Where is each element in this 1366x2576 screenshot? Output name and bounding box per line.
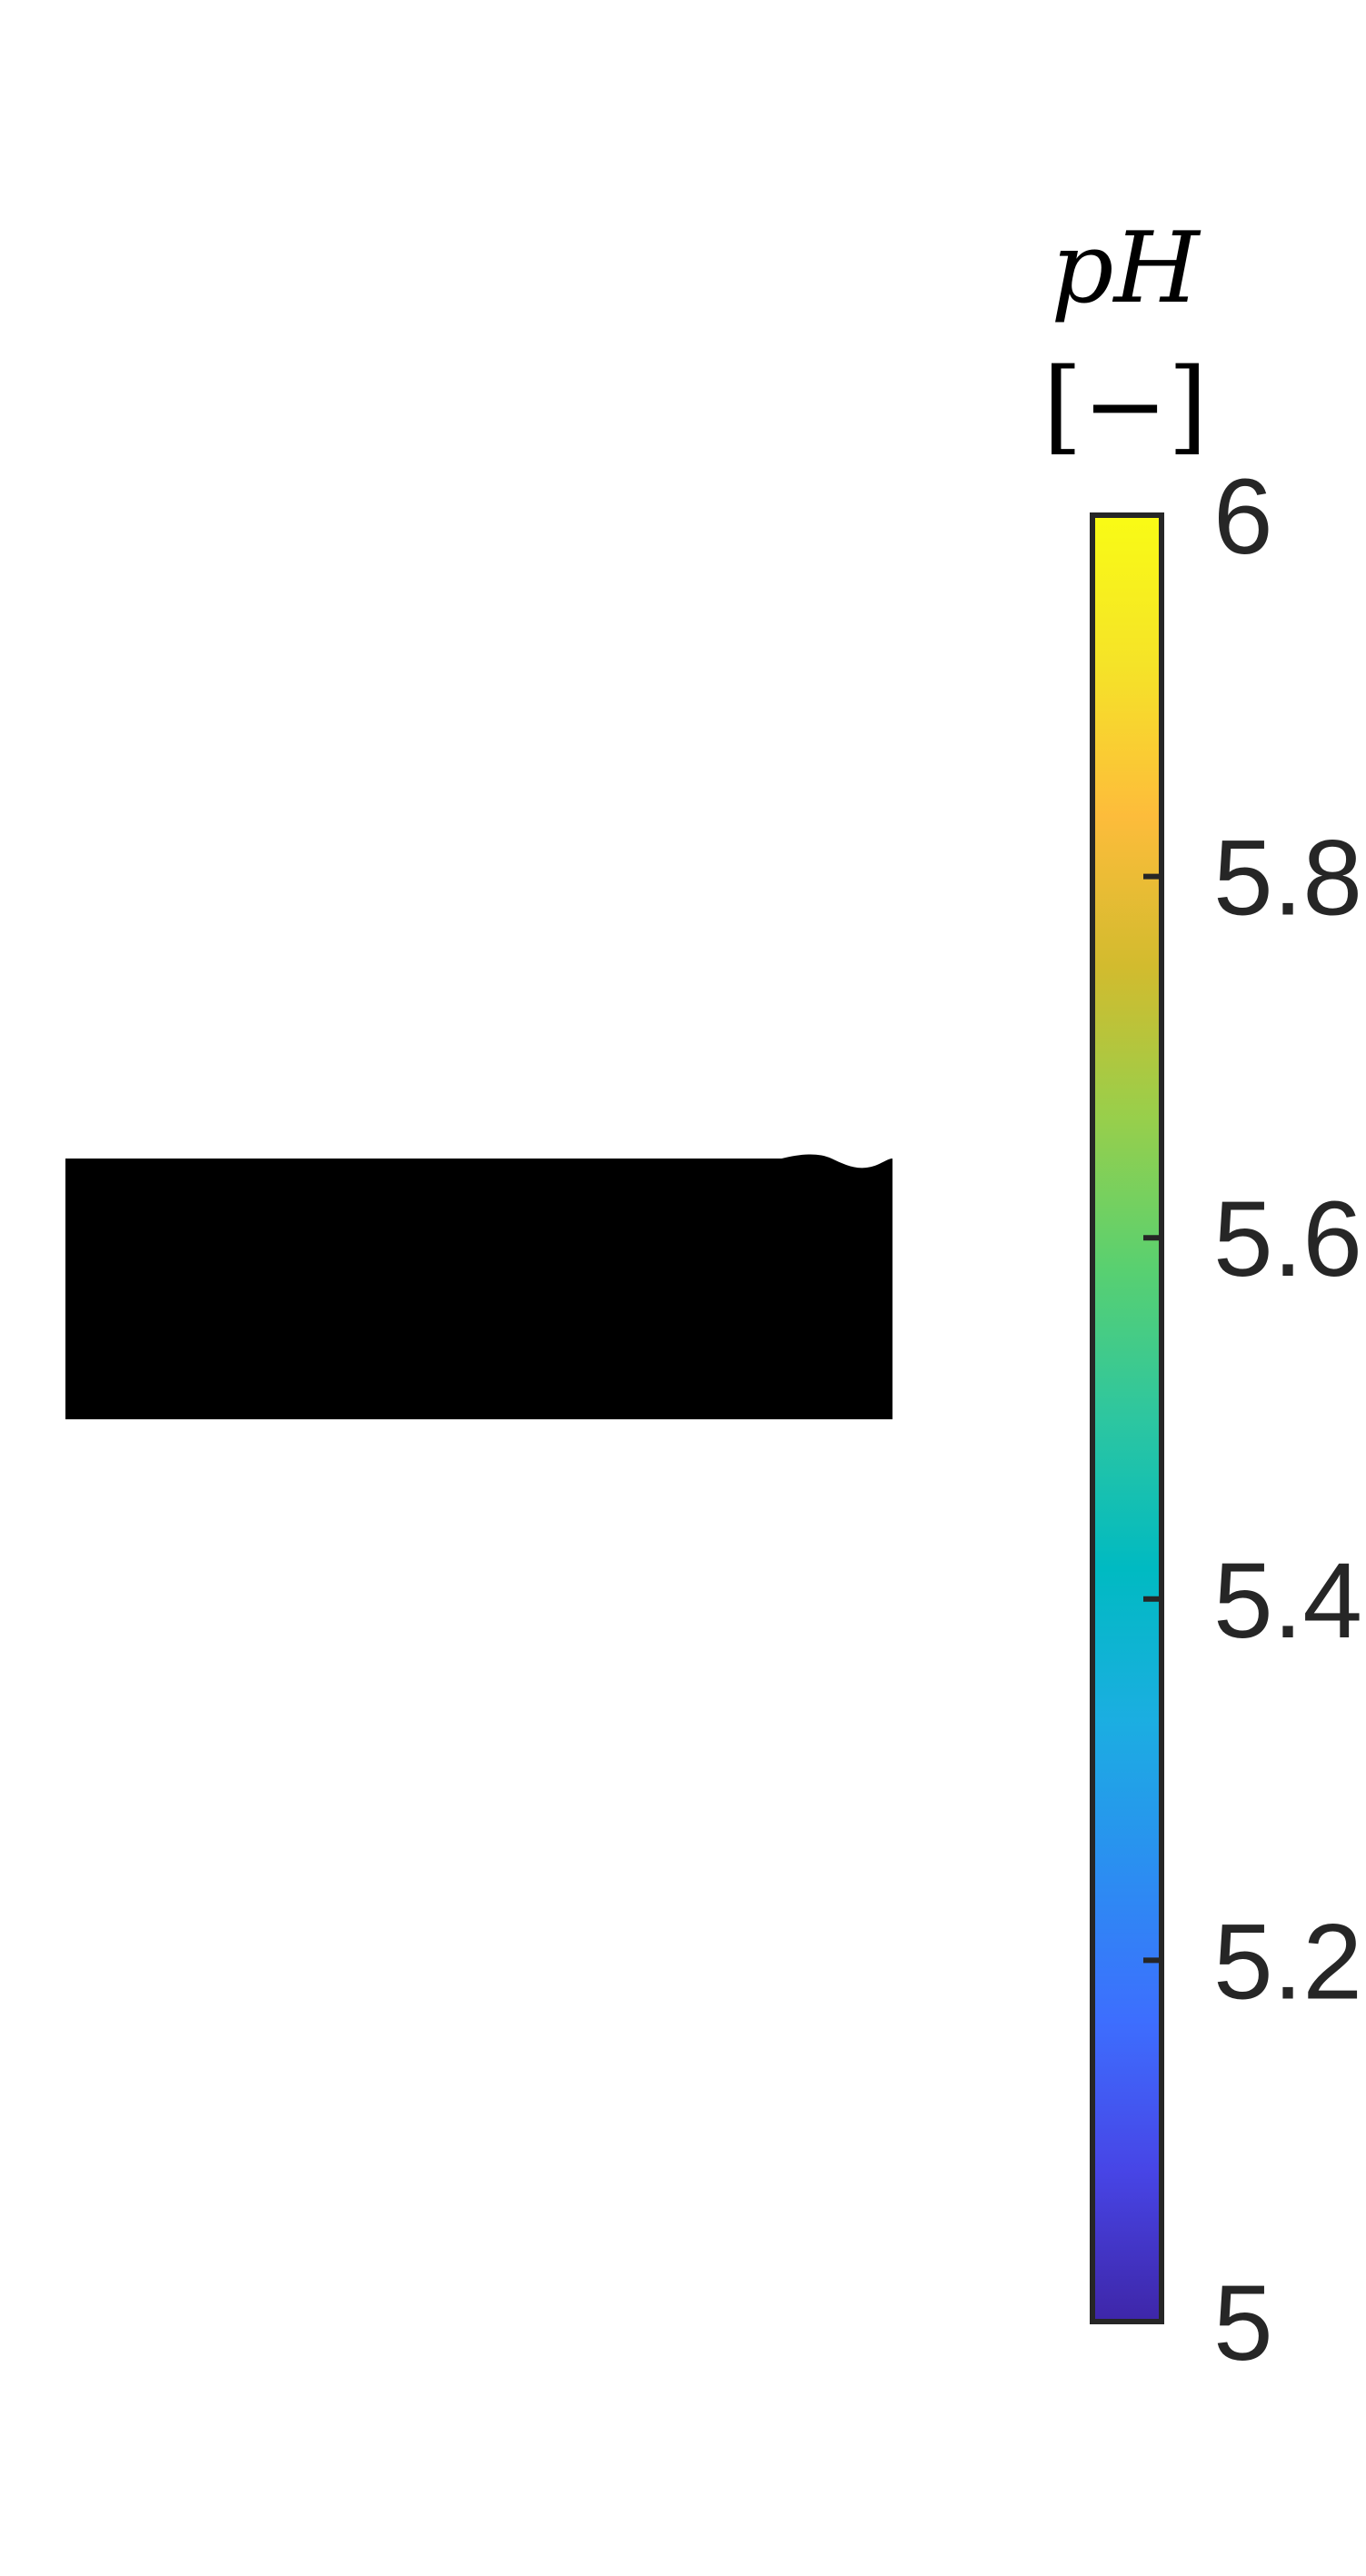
heatmap-field — [65, 1154, 892, 1419]
heatmap-field-shape — [65, 1154, 892, 1419]
colorbar-ticks: 5 5.2 5.4 5.6 5.8 6 — [1143, 457, 1362, 2383]
colorbar-unit: [−] — [1042, 347, 1207, 465]
colorbar-tick-label: 6 — [1213, 457, 1273, 577]
colorbar-tick-label: 5.8 — [1213, 819, 1362, 939]
colorbar: pH [−] 5 5.2 5.4 5.6 5.8 6 — [1042, 212, 1362, 2383]
colorbar-tick-label: 5.4 — [1213, 1541, 1362, 1661]
colorbar-title: pH — [1051, 212, 1201, 325]
colorbar-gradient-bar — [1090, 512, 1164, 2324]
colorbar-tick-label: 5.6 — [1213, 1179, 1362, 1299]
colorbar-tick-label: 5.2 — [1213, 1902, 1362, 2022]
colorbar-tick-label: 5 — [1213, 2263, 1273, 2383]
